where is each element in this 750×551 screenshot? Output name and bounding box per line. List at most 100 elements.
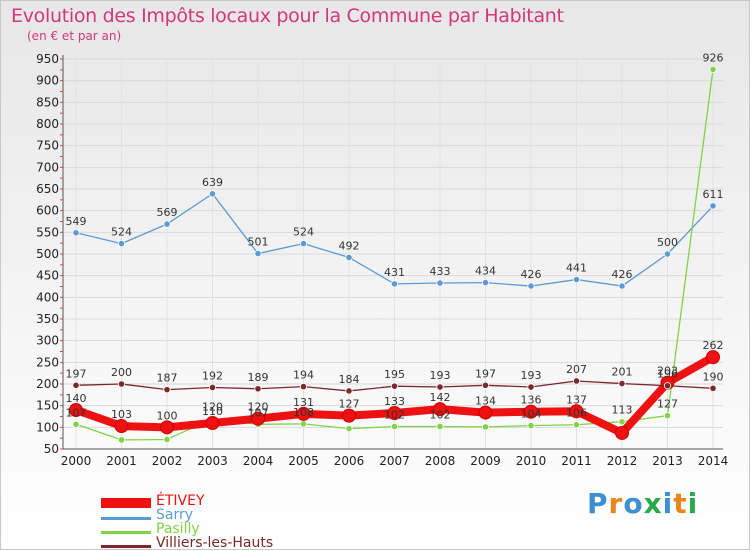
data-label: 142: [430, 391, 451, 404]
data-label: 192: [202, 369, 223, 382]
x-tick-label: 2001: [106, 454, 137, 468]
data-label: 501: [248, 236, 269, 249]
data-point: [345, 253, 353, 262]
x-tick-label: 2006: [334, 454, 365, 468]
y-tick-label: 750: [36, 139, 59, 153]
data-label: 184: [339, 373, 360, 386]
data-label: 120: [248, 401, 269, 414]
data-label: 926: [703, 51, 724, 64]
x-tick-label: 2014: [698, 454, 729, 468]
y-tick-label: 200: [36, 377, 59, 391]
data-label: 189: [248, 371, 269, 384]
data-label: 197: [66, 367, 87, 380]
data-point: [254, 385, 262, 393]
data-point: [299, 240, 308, 248]
logo-letter: r: [608, 487, 624, 520]
x-tick-label: 2002: [152, 454, 183, 468]
data-label: 102: [384, 408, 405, 421]
data-point: [481, 278, 490, 287]
data-point: [663, 412, 672, 420]
data-point: [296, 406, 311, 421]
y-tick-label: 350: [36, 312, 59, 326]
chart-title: Evolution des Impôts locaux pour la Comm…: [11, 5, 564, 27]
data-label: 104: [521, 408, 542, 421]
data-point: [436, 383, 444, 391]
data-label: 100: [157, 409, 178, 422]
x-tick-label: 2005: [288, 454, 319, 468]
data-label: 134: [475, 395, 496, 408]
x-tick-label: 2003: [197, 454, 228, 468]
data-label: 434: [475, 265, 496, 278]
data-label: 190: [703, 370, 724, 383]
data-point: [618, 418, 626, 426]
data-label: 195: [384, 368, 405, 381]
data-label: 103: [111, 408, 132, 421]
x-tick-label: 2007: [379, 454, 410, 468]
data-point: [342, 408, 356, 423]
data-label: 201: [612, 366, 633, 379]
data-label: 193: [430, 369, 451, 382]
data-label: 106: [566, 407, 587, 420]
y-tick-label: 100: [36, 420, 59, 434]
y-tick-label: 500: [36, 247, 59, 261]
data-label: 102: [430, 408, 451, 421]
x-tick-label: 2011: [561, 454, 592, 468]
data-point: [387, 406, 402, 421]
y-tick-label: 900: [36, 74, 59, 88]
y-tick-label: 600: [36, 204, 59, 218]
data-label: 137: [566, 393, 587, 406]
x-tick-label: 2000: [61, 454, 92, 468]
y-tick-label: 400: [36, 290, 59, 304]
data-label: 492: [339, 239, 360, 252]
data-point: [663, 382, 672, 390]
x-tick-label: 2013: [652, 454, 683, 468]
proxiti-logo: Proxiti: [587, 487, 698, 520]
data-label: 203: [657, 365, 678, 378]
data-point: [572, 377, 581, 385]
data-label: 207: [566, 363, 587, 376]
data-point: [251, 411, 265, 426]
data-label: 441: [566, 262, 587, 275]
data-label: 140: [66, 392, 87, 405]
data-label: 431: [384, 266, 405, 279]
data-label: 108: [293, 406, 314, 419]
data-point: [69, 403, 83, 417]
data-point: [569, 404, 584, 419]
data-point: [709, 202, 717, 210]
data-point: [208, 190, 217, 198]
chart-subtitle: (en € et par an): [27, 29, 122, 43]
data-label: 133: [384, 395, 405, 408]
data-point: [114, 419, 129, 434]
data-point: [481, 423, 490, 431]
legend-label: ÉTIVEY: [156, 493, 205, 509]
data-point: [72, 381, 80, 389]
y-tick-label: 650: [36, 182, 59, 196]
y-tick-label: 950: [36, 52, 59, 66]
data-point: [345, 425, 353, 433]
data-point: [436, 279, 444, 287]
y-tick-label: 850: [36, 95, 59, 109]
data-point: [527, 383, 535, 391]
logo-letter: i: [687, 487, 699, 520]
data-label: 120: [202, 401, 223, 414]
data-point: [706, 350, 720, 365]
y-tick-label: 150: [36, 399, 59, 413]
x-tick-label: 2004: [243, 454, 274, 468]
legend-label: Sarry: [156, 507, 194, 523]
data-point: [436, 422, 444, 431]
x-tick-label: 2008: [425, 454, 456, 468]
data-point: [572, 421, 581, 429]
data-point: [524, 404, 538, 419]
data-label: 193: [521, 369, 542, 382]
data-point: [208, 383, 217, 392]
data-point: [390, 382, 399, 390]
data-label: 131: [293, 396, 314, 409]
data-label: 639: [202, 176, 223, 189]
data-point: [481, 381, 490, 389]
y-tick-label: 50: [44, 442, 59, 456]
data-label: 426: [521, 268, 542, 281]
data-point: [345, 387, 353, 395]
data-label: 524: [111, 226, 132, 239]
data-point: [117, 380, 126, 388]
data-label: 549: [66, 215, 87, 228]
